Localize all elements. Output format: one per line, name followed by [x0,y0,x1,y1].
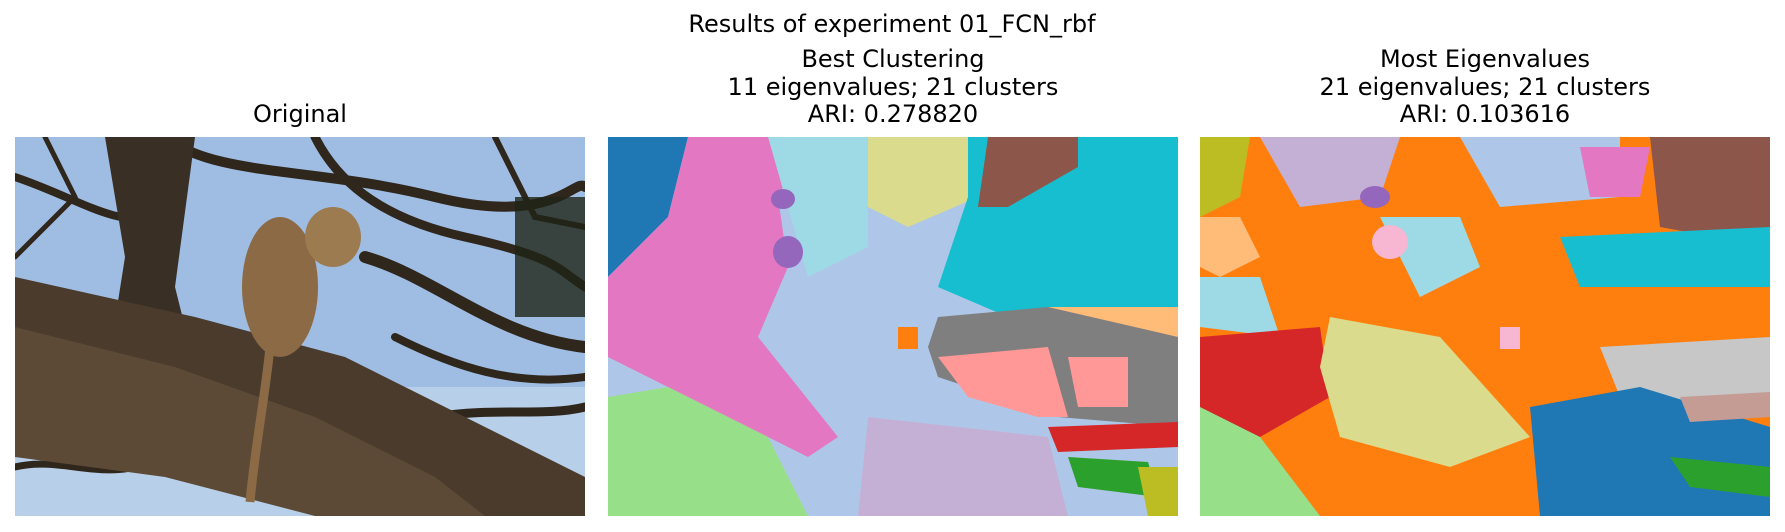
original-title: Original [253,100,347,128]
panel-score: ARI: 0.278820 [808,100,978,128]
panel-title: Best Clustering [801,45,984,73]
panel-title: Most Eigenvalues [1380,45,1590,73]
panel-score: ARI: 0.103616 [1400,100,1570,128]
panel-subtitle: 21 eigenvalues; 21 clusters [1320,73,1651,101]
panel-title: Original [253,100,347,128]
panel-subtitle: 11 eigenvalues; 21 clusters [728,73,1059,101]
original-image [15,137,585,516]
most-eigenvalues-image [1200,137,1770,516]
best-clustering-title: Best Clustering 11 eigenvalues; 21 clust… [728,45,1059,128]
best-clustering-image [608,137,1178,516]
figure-title: Results of experiment 01_FCN_rbf [688,10,1096,38]
most-eigenvalues-title: Most Eigenvalues 21 eigenvalues; 21 clus… [1320,45,1651,128]
